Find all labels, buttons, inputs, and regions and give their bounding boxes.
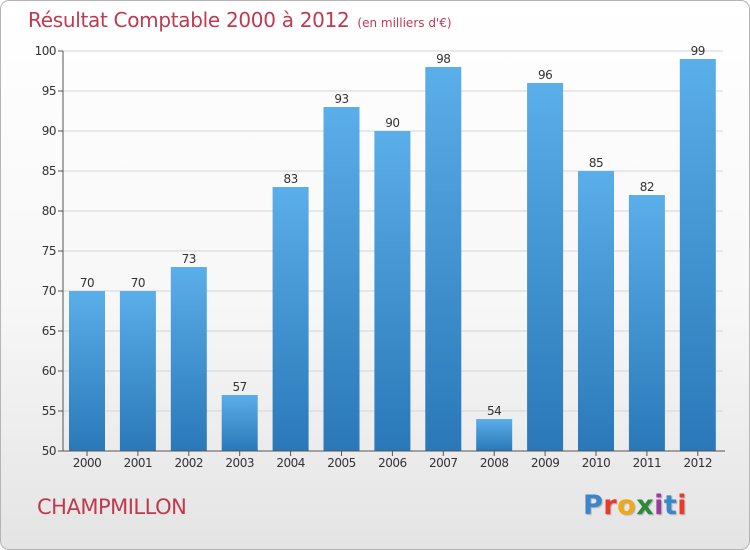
y-tick-label: 75	[42, 244, 56, 258]
y-tick-label: 90	[42, 124, 56, 138]
x-tick-label: 2012	[684, 456, 713, 470]
bar-2009	[527, 83, 564, 451]
bar-2002	[170, 267, 207, 451]
chart-title-text: Résultat Comptable 2000 à 2012	[28, 8, 350, 32]
y-tick-label: 55	[42, 404, 56, 418]
x-tick-label: 2010	[582, 456, 611, 470]
data-label: 96	[538, 68, 552, 82]
data-label: 73	[182, 252, 196, 266]
x-tick-label: 2004	[276, 456, 305, 470]
data-label: 99	[691, 44, 705, 58]
bar-2011	[628, 195, 665, 451]
bar-2006	[374, 131, 411, 451]
data-label: 93	[334, 92, 348, 106]
y-tick-label: 65	[42, 324, 56, 338]
chart-title: Résultat Comptable 2000 à 2012 (en millie…	[28, 8, 452, 32]
x-tick-label: 2002	[175, 456, 204, 470]
y-tick-label: 50	[42, 444, 56, 458]
x-tick-label: 2000	[73, 456, 102, 470]
commune-name: CHAMPMILLON	[37, 495, 187, 519]
data-label: 98	[436, 52, 450, 66]
y-tick-label: 85	[42, 164, 56, 178]
x-tick-label: 2005	[327, 456, 356, 470]
data-label: 83	[283, 172, 297, 186]
logo-letter: i	[677, 490, 688, 521]
logo-letter: t	[663, 490, 678, 521]
x-tick-label: 2011	[633, 456, 662, 470]
x-tick-label: 2009	[531, 456, 560, 470]
y-tick-label: 95	[42, 84, 56, 98]
logo-letter: r	[603, 490, 618, 521]
bar-2003	[221, 395, 258, 451]
logo-letter: x	[636, 490, 655, 521]
logo-letter: i	[654, 490, 664, 521]
chart-unit-label: (en milliers d'€)	[357, 16, 452, 30]
data-label: 57	[233, 380, 247, 394]
bar-2004	[272, 187, 309, 451]
data-label: 85	[589, 156, 603, 170]
bar-2012	[679, 59, 716, 451]
bar-2010	[578, 171, 614, 451]
y-tick-label: 80	[42, 204, 56, 218]
y-tick-label: 60	[42, 364, 56, 378]
bar-2001	[119, 291, 156, 451]
x-tick-label: 2007	[429, 456, 458, 470]
bars: 70 70 73 57 83 93 90 98 54 96 85 82 99	[69, 44, 716, 451]
x-tick-label: 2008	[480, 456, 509, 470]
bar-2008	[476, 419, 513, 451]
logo-letter: o	[617, 490, 637, 521]
y-tick-label: 70	[42, 284, 56, 298]
logo-letter: P	[583, 490, 604, 521]
bar-2000	[69, 291, 105, 451]
x-tick-label: 2001	[124, 456, 153, 470]
x-tick-label: 2006	[378, 456, 407, 470]
bar-2005	[323, 107, 360, 451]
data-label: 54	[487, 404, 501, 418]
proxiti-logo[interactable]: Proxiti	[583, 490, 687, 521]
x-tick-label: 2003	[225, 456, 254, 470]
data-label: 70	[131, 276, 145, 290]
axes: 50 55 60 65 70 75 80 85 90 95 100 2000 2001 2002 2003 2…	[35, 44, 725, 470]
data-label: 90	[385, 116, 399, 130]
data-label: 82	[640, 180, 654, 194]
y-tick-label: 100	[35, 44, 56, 58]
bar-2007	[425, 67, 462, 451]
data-label: 70	[80, 276, 94, 290]
